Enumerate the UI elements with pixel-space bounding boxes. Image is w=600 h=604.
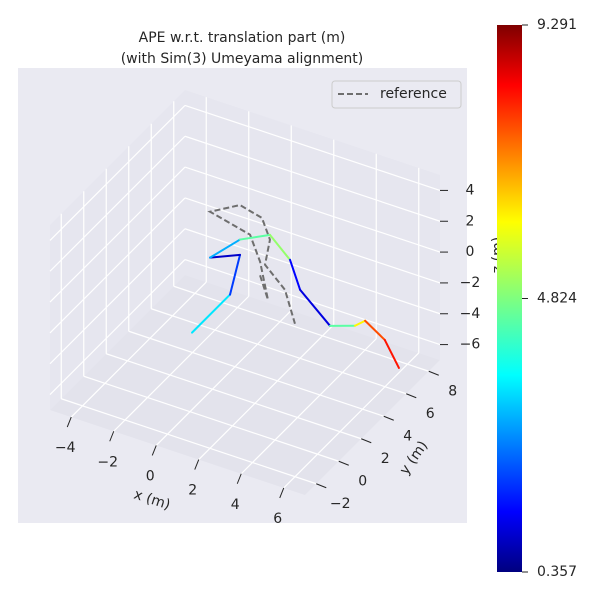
colorbar-tick-label: 4.824 bbox=[537, 291, 577, 307]
y-tick-label: 4 bbox=[403, 428, 412, 444]
x-tick-label: 6 bbox=[273, 511, 282, 527]
y-tick-label: 8 bbox=[448, 383, 457, 399]
colorbar bbox=[497, 25, 522, 572]
z-tick-label: −2 bbox=[460, 275, 481, 291]
legend: reference bbox=[332, 81, 461, 108]
x-tick-label: −4 bbox=[55, 440, 76, 456]
chart-subtitle: (with Sim(3) Umeyama alignment) bbox=[121, 51, 364, 67]
z-tick-label: −4 bbox=[460, 306, 481, 322]
y-tick-label: 6 bbox=[426, 406, 435, 422]
y-tick-label: 2 bbox=[381, 451, 390, 467]
x-tick-label: 0 bbox=[146, 468, 155, 484]
z-tick-label: −6 bbox=[460, 337, 481, 353]
z-tick-label: 4 bbox=[466, 182, 475, 198]
colorbar-tick-label: 9.291 bbox=[537, 17, 577, 33]
y-tick-label: 0 bbox=[358, 473, 367, 489]
legend-label: reference bbox=[380, 86, 447, 102]
z-tick-label: 0 bbox=[466, 244, 475, 260]
x-tick-label: 4 bbox=[231, 497, 240, 513]
x-tick-label: −2 bbox=[97, 454, 118, 470]
colorbar-tick-label: 0.357 bbox=[537, 564, 577, 580]
chart-title: APE w.r.t. translation part (m) bbox=[139, 30, 346, 46]
z-tick-label: 2 bbox=[466, 213, 475, 229]
x-tick-label: 2 bbox=[188, 483, 197, 499]
y-tick-label: −2 bbox=[330, 496, 351, 512]
